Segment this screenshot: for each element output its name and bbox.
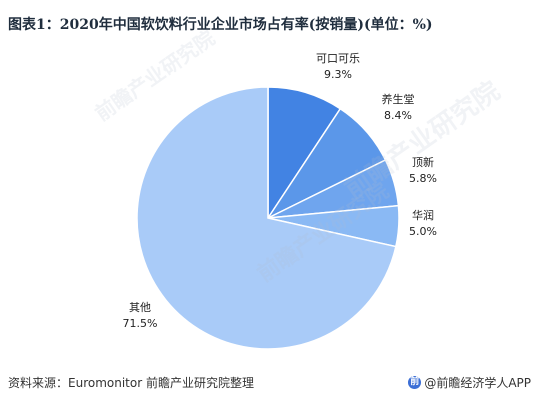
pie-slice-5[interactable] <box>136 86 397 350</box>
slice-value-label: 9.3% <box>324 68 352 81</box>
pie-slice-1[interactable] <box>267 86 342 221</box>
source-note: 资料来源：Euromonitor 前瞻产业研究院整理 <box>8 375 254 390</box>
brand-credit[interactable]: 前 @前瞻经济学人APP <box>408 374 531 391</box>
slice-value-label: 8.4% <box>384 109 412 122</box>
slice-category-label: 华润 <box>412 208 434 222</box>
brand-logo-icon: 前 <box>408 375 422 389</box>
slice-category-label: 顶新 <box>412 155 434 169</box>
slice-category-label: 养生堂 <box>382 92 415 106</box>
footer: 资料来源：Euromonitor 前瞻产业研究院整理 前 @前瞻经济学人APP <box>8 372 531 392</box>
slice-value-label: 5.8% <box>409 172 437 185</box>
slice-category-label: 其他 <box>129 301 151 314</box>
slice-value-label: 71.5% <box>123 317 158 330</box>
chart-title: 图表1：2020年中国软饮料行业企业市场占有率(按销量)(单位：%) <box>8 17 433 33</box>
brand-label: @前瞻经济学人APP <box>424 375 531 390</box>
slice-category-label: 可口可乐 <box>316 52 360 65</box>
slice-value-label: 5.0% <box>409 225 437 238</box>
